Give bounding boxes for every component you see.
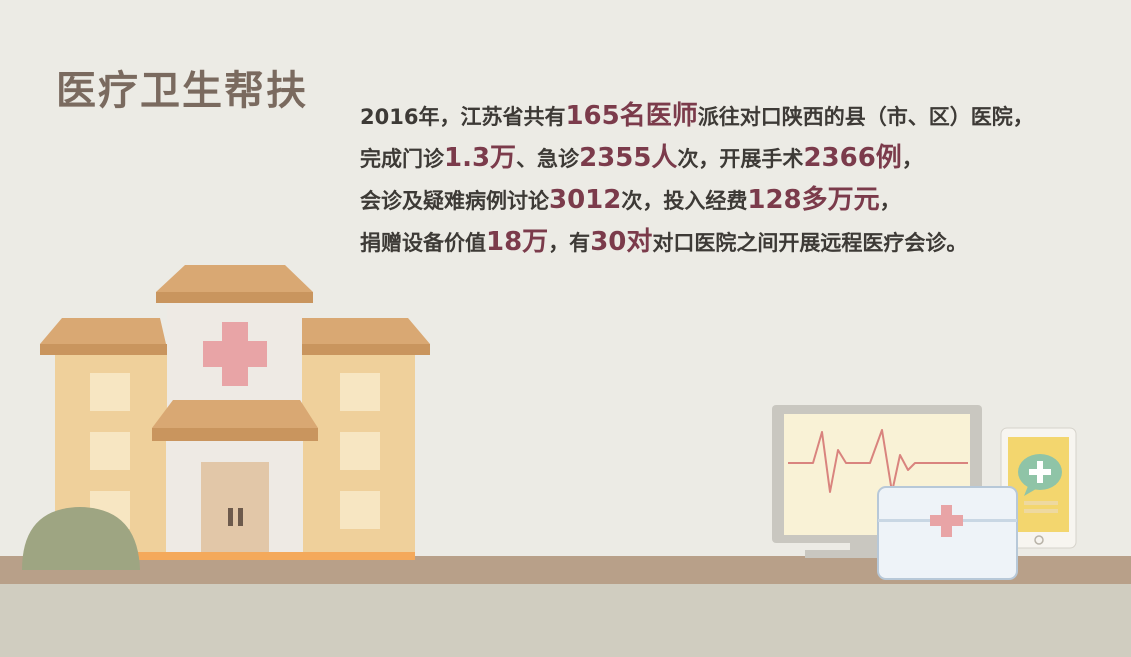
text-segment: 次，开展手术 (677, 147, 804, 171)
text-segment: ，有 (548, 231, 591, 255)
page-title: 医疗卫生帮扶 (56, 68, 308, 114)
text-segment: ， (879, 189, 901, 213)
highlight-figure: 128多万元 (747, 185, 880, 215)
text-segment: 完成门诊 (360, 147, 444, 171)
summary-line: 会诊及疑难病例讨论3012次，投入经费128多万元， (360, 180, 1120, 222)
text-segment: 捐赠设备价值 (360, 231, 486, 255)
highlight-figure: 165名医师 (565, 101, 698, 131)
summary-line: 2016年，江苏省共有165名医师派往对口陕西的县（市、区）医院， (360, 96, 1120, 138)
highlight-figure: 1.3万 (444, 143, 517, 173)
floor-strip (0, 583, 1131, 657)
highlight-figure: 2355人 (579, 143, 678, 173)
text-segment: 2016年，江苏省共有 (360, 105, 566, 129)
summary-line: 完成门诊1.3万、急诊2355人次，开展手术2366例， (360, 138, 1120, 180)
text-segment: 次，投入经费 (621, 189, 748, 213)
text-segment: 派往对口陕西的县（市、区）医院， (697, 105, 1034, 129)
text-segment: ， (901, 147, 923, 171)
highlight-figure: 2366例 (803, 143, 902, 173)
medical-cross-icon (203, 322, 267, 386)
first-aid-kit-icon (877, 486, 1018, 580)
summary-paragraph: 2016年，江苏省共有165名医师派往对口陕西的县（市、区）医院， 完成门诊1.3… (360, 96, 1120, 264)
summary-line: 捐赠设备价值18万，有30对对口医院之间开展远程医疗会诊。 (360, 222, 1120, 264)
bush-icon (22, 507, 140, 570)
text-segment: 、急诊 (516, 147, 580, 171)
highlight-figure: 18万 (486, 227, 549, 257)
smartphone-chat-icon (1000, 427, 1077, 549)
highlight-figure: 3012 (549, 185, 622, 215)
text-segment: 会诊及疑难病例讨论 (360, 189, 549, 213)
highlight-figure: 30对 (590, 227, 653, 257)
text-segment: 对口医院之间开展远程医疗会诊。 (652, 231, 968, 255)
